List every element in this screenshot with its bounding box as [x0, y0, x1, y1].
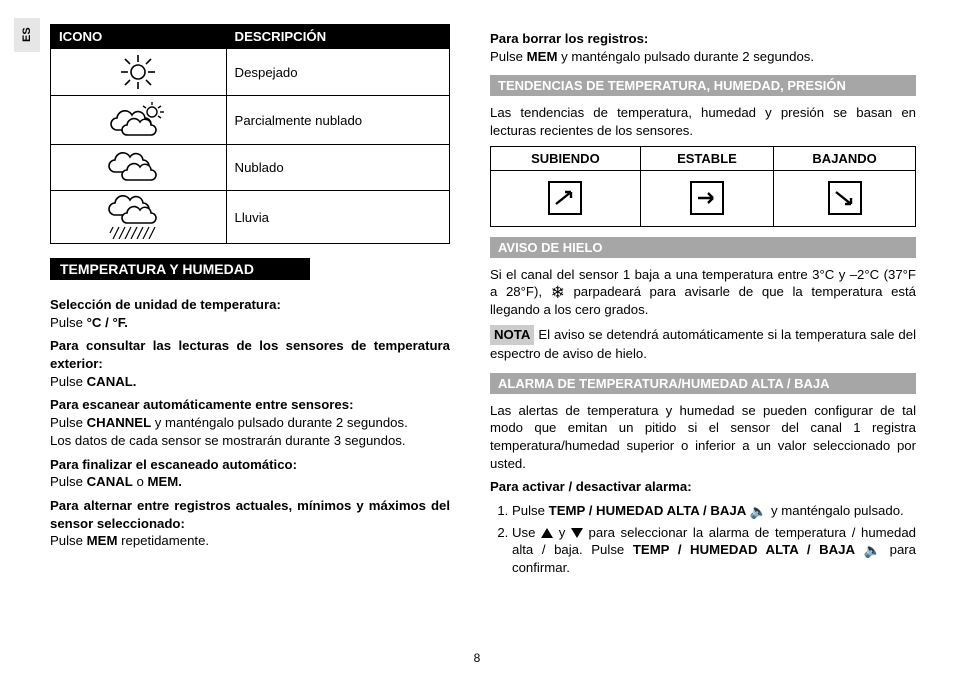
snowflake-icon: ❄ [551, 284, 565, 301]
label-toggle-minmax: Para alternar entre registros actuales, … [50, 498, 450, 531]
icon-partly [51, 96, 227, 145]
cloudy-icon [105, 150, 171, 186]
trend-header-row: SUBIENDO ESTABLE BAJANDO [491, 146, 916, 170]
key-mem: MEM [87, 533, 118, 548]
desc-sunny: Despejado [226, 49, 449, 96]
sunny-icon [116, 53, 160, 91]
columns: ICONO DESCRIPCIÓN [50, 24, 916, 581]
manual-page: ES ICONO DESCRIPCIÓN [0, 0, 954, 673]
section-temperature-humidity: TEMPERATURA Y HUMEDAD [50, 258, 310, 280]
icon-sunny [51, 49, 227, 96]
triangle-up-icon [541, 528, 553, 538]
trend-table: SUBIENDO ESTABLE BAJANDO [490, 146, 916, 227]
key-mem: MEM [527, 49, 558, 64]
para-select-unit: Selección de unidad de temperatura: Puls… [50, 296, 450, 331]
key-canal: CANAL [87, 474, 133, 489]
header-descripcion: DESCRIPCIÓN [226, 25, 449, 49]
para-erase: Para borrar los registros: Pulse MEM y m… [490, 30, 916, 65]
text: Pulse [50, 533, 87, 548]
note-label: NOTA [490, 325, 534, 345]
desc-cloudy: Nublado [226, 145, 449, 191]
key-channel: CHANNEL [87, 415, 151, 430]
icon-cloudy [51, 145, 227, 191]
trend-header-steady: ESTABLE [640, 146, 773, 170]
para-trend-intro: Las tendencias de temperatura, humedad y… [490, 104, 916, 139]
text: o [133, 474, 148, 489]
para-autoscan: Para escanear automáticamente entre sens… [50, 396, 450, 449]
text: y manténgalo pulsado durante 2 segundos. [151, 415, 408, 430]
text: Pulse [512, 503, 549, 518]
para-ice-note: NOTA El aviso se detendrá automáticament… [490, 325, 916, 362]
list-item: Pulse TEMP / HUMEDAD ALTA / BAJA 🔈 y man… [512, 502, 916, 520]
desc-rain: Lluvia [226, 191, 449, 244]
table-row: Lluvia [51, 191, 450, 244]
label-alarm-activate: Para activar / desactivar alarma: [490, 478, 916, 496]
text: repetidamente. [117, 533, 209, 548]
list-item: Use y para seleccionar la alarma de temp… [512, 524, 916, 577]
para-ice: Si el canal del sensor 1 baja a una temp… [490, 266, 916, 319]
para-toggle-minmax: Para alternar entre registros actuales, … [50, 497, 450, 550]
text: Pulse [50, 415, 87, 430]
table-row: Nublado [51, 145, 450, 191]
key-c-f: °C / °F. [87, 315, 128, 330]
para-stopscan: Para finalizar el escaneado automático: … [50, 456, 450, 491]
text: y manténgalo pulsado durante 2 segundos. [557, 49, 814, 64]
desc-partly: Parcialmente nublado [226, 96, 449, 145]
language-tab: ES [14, 18, 40, 52]
text: El aviso se detendrá automáticamente si … [490, 327, 916, 361]
label-select-unit: Selección de unidad de temperatura: [50, 297, 281, 312]
page-number: 8 [474, 651, 481, 665]
key-temp-hum: TEMP / HUMEDAD ALTA / BAJA [633, 542, 855, 557]
trend-down-icon [828, 181, 862, 215]
para-read-sensors: Para consultar las lecturas de los senso… [50, 337, 450, 390]
text: Pulse [50, 374, 87, 389]
trend-cell-down [774, 170, 916, 226]
column-right: Para borrar los registros: Pulse MEM y m… [490, 24, 916, 581]
header-icono: ICONO [51, 25, 227, 49]
label-erase: Para borrar los registros: [490, 31, 648, 46]
speaker-icon: 🔈 [750, 504, 767, 518]
text: y manténgalo pulsado. [767, 503, 903, 518]
text: y [553, 525, 571, 540]
key-canal: CANAL. [87, 374, 137, 389]
key-temp-hum: TEMP / HUMEDAD ALTA / BAJA [549, 503, 747, 518]
label-read-sensors: Para consultar las lecturas de los senso… [50, 338, 450, 371]
section-trends: TENDENCIAS DE TEMPERATURA, HUMEDAD, PRES… [490, 75, 916, 96]
alarm-steps: Pulse TEMP / HUMEDAD ALTA / BAJA 🔈 y man… [490, 502, 916, 577]
trend-icon-row [491, 170, 916, 226]
icon-rain [51, 191, 227, 244]
para-alarm-intro: Las alertas de temperatura y humedad se … [490, 402, 916, 473]
section-ice-warning: AVISO DE HIELO [490, 237, 916, 258]
key-mem: MEM. [147, 474, 181, 489]
trend-up-icon [548, 181, 582, 215]
rain-icon [105, 195, 171, 239]
trend-steady-icon [690, 181, 724, 215]
text: Pulse [50, 474, 87, 489]
table-row: Parcialmente nublado [51, 96, 450, 145]
triangle-down-icon [571, 528, 583, 538]
weather-icon-table: ICONO DESCRIPCIÓN [50, 24, 450, 244]
table-header-row: ICONO DESCRIPCIÓN [51, 25, 450, 49]
trend-cell-up [491, 170, 641, 226]
text: Use [512, 525, 541, 540]
label-autoscan: Para escanear automáticamente entre sens… [50, 397, 353, 412]
trend-cell-steady [640, 170, 773, 226]
column-left: ICONO DESCRIPCIÓN [50, 24, 450, 581]
trend-header-down: BAJANDO [774, 146, 916, 170]
speaker-icon: 🔈 [864, 543, 881, 557]
section-alarm: ALARMA DE TEMPERATURA/HUMEDAD ALTA / BAJ… [490, 373, 916, 394]
label-stopscan: Para finalizar el escaneado automático: [50, 457, 297, 472]
trend-header-up: SUBIENDO [491, 146, 641, 170]
text: Pulse [50, 315, 87, 330]
partly-cloudy-icon [105, 100, 171, 140]
table-row: Despejado [51, 49, 450, 96]
text: Pulse [490, 49, 527, 64]
text: Los datos de cada sensor se mostrarán du… [50, 433, 406, 448]
